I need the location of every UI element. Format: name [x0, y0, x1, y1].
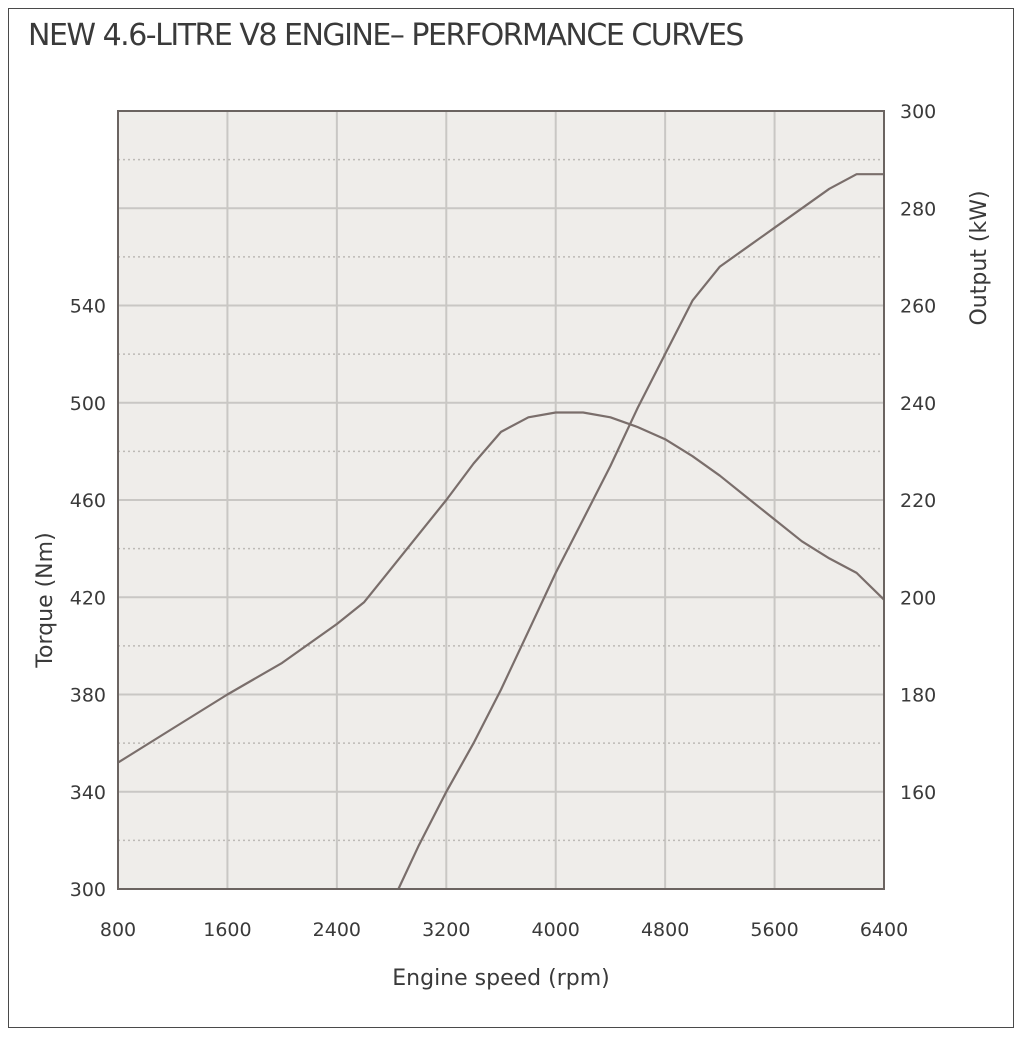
y-left-tick-label: 380 — [70, 685, 106, 707]
x-tick-label: 5600 — [750, 919, 798, 941]
y-left-axis-title: Torque (Nm) — [33, 532, 58, 668]
x-tick-label: 1600 — [203, 919, 251, 941]
tick-labels: 800 1600 2400 3200 4000 4800 5600 6400 300 340 380… — [70, 101, 937, 941]
plot-border — [117, 110, 885, 890]
x-tick-label: 4000 — [532, 919, 580, 941]
y-right-tick-label: 240 — [900, 393, 936, 415]
x-tick-label: 3200 — [422, 919, 470, 941]
y-right-tick-label: 260 — [900, 296, 936, 318]
y-right-tick-label: 220 — [900, 490, 936, 512]
y-left-tick-label: 500 — [70, 393, 106, 415]
y-right-tick-label: 180 — [900, 685, 936, 707]
y-right-tick-label: 280 — [900, 198, 936, 220]
y-left-tick-label: 460 — [70, 490, 106, 512]
y-right-tick-label: 160 — [900, 782, 936, 804]
y-right-tick-label: 200 — [900, 587, 936, 609]
x-tick-label: 800 — [100, 919, 136, 941]
series-lines — [117, 173, 885, 890]
x-axis-title: Engine speed (rpm) — [392, 966, 609, 991]
y-right-tick-label: 300 — [900, 101, 936, 123]
y-left-tick-label: 540 — [70, 296, 106, 318]
output-curve — [397, 173, 884, 890]
chart-title: NEW 4.6-LITRE V8 ENGINE– PERFORMANCE CUR… — [28, 18, 744, 53]
y-left-tick-label: 340 — [70, 782, 106, 804]
y-right-axis-title: Output (kW) — [967, 190, 992, 325]
y-left-tick-label: 420 — [70, 587, 106, 609]
x-tick-label: 2400 — [313, 919, 361, 941]
y-left-tick-label: 300 — [70, 879, 106, 901]
x-tick-label: 6400 — [860, 919, 908, 941]
x-tick-label: 4800 — [641, 919, 689, 941]
torque-curve — [117, 411, 885, 764]
